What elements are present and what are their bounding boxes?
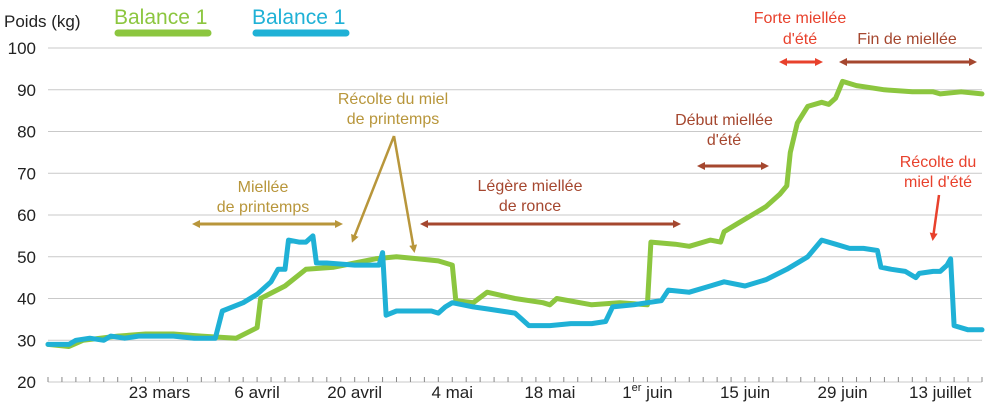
y-tick-label: 20 <box>17 373 36 392</box>
y-tick-label: 90 <box>17 81 36 100</box>
series-group <box>45 78 985 349</box>
series-line-2 <box>45 233 985 347</box>
x-tick-label: 20 avril <box>327 383 382 402</box>
y-tick-label: 80 <box>17 123 36 142</box>
legend-label-1: Balance 1 <box>114 6 207 29</box>
y-tick-label: 60 <box>17 206 36 225</box>
legend-item-2: Balance 1 <box>252 6 350 37</box>
y-tick-label: 40 <box>17 290 36 309</box>
annotation-ronce-line1: Légère miellée <box>478 178 583 195</box>
legend-item-1: Balance 1 <box>114 6 212 37</box>
annotation-ronce-line2: de ronce <box>499 198 561 215</box>
annotation-recolte-printemps-line1: Récolte du miel <box>338 91 448 108</box>
y-axis-label: Poids (kg) <box>4 12 81 31</box>
x-tick-label: 4 mai <box>431 383 473 402</box>
x-tick-label: 29 juin <box>818 383 868 402</box>
legend-label-2: Balance 1 <box>252 6 345 29</box>
annotation-forte-line2: d'été <box>783 31 817 48</box>
annotation-recolte-ete-line1: Récolte du <box>900 154 977 171</box>
annotation-miellee-printemps-line1: Miellée <box>238 179 289 196</box>
annotation-recolte-ete-line2: miel d'été <box>904 174 972 191</box>
x-tick-label: 13 juillet <box>909 383 972 402</box>
x-axis: 23 mars 6 avril 20 avril 4 mai 18 mai 1er jui… <box>47 377 983 402</box>
y-tick-label: 30 <box>17 331 36 350</box>
annotation-recolte-printemps-arrow-right <box>392 135 418 253</box>
gridlines <box>48 47 982 383</box>
x-tick-label: 6 avril <box>234 383 279 402</box>
annotation-miellee-printemps-line2: de printemps <box>217 199 310 216</box>
x-tick-label: 18 mai <box>524 383 575 402</box>
y-tick-label: 50 <box>17 248 36 267</box>
x-tick-label: 23 mars <box>129 383 190 402</box>
series-line-1 <box>45 78 985 349</box>
annotation-recolte-printemps-line2: de printemps <box>347 111 440 128</box>
annotation-fin-line1: Fin de miellée <box>857 31 957 48</box>
y-axis: 20 30 40 50 60 70 80 90 100 <box>8 39 36 392</box>
legend: Balance 1 Balance 1 <box>114 6 350 37</box>
x-tick-label: 15 juin <box>720 383 770 402</box>
annotation-recolte-ete-arrow <box>929 194 941 241</box>
annotation-debut-ete-line1: Début miellée <box>675 112 773 129</box>
annotation-debut-ete-line2: d'été <box>707 132 741 149</box>
y-tick-label: 70 <box>17 164 36 183</box>
annotation-forte-line1: Forte miellée <box>754 10 847 27</box>
annotations: Miellée de printemps Récolte du miel de … <box>192 10 977 253</box>
y-tick-label: 100 <box>8 39 36 58</box>
x-tick-label: 1er juin <box>622 382 672 402</box>
annotation-recolte-printemps-arrow-left <box>351 135 396 243</box>
